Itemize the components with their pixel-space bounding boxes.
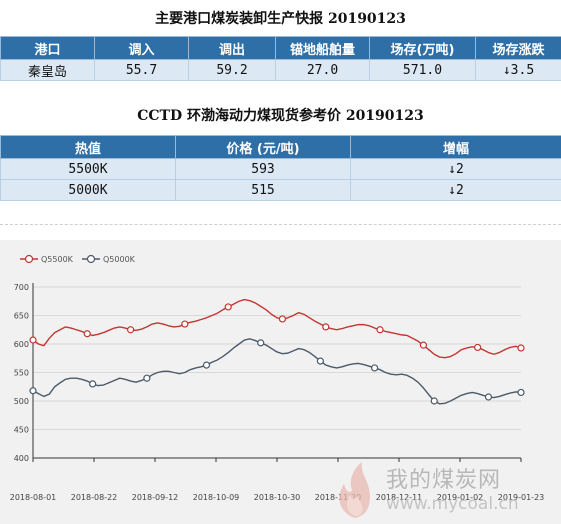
x-tick-label: 2018-11-20 [315,493,362,502]
y-tick-label: 600 [14,340,29,349]
y-tick-label: 500 [14,397,29,406]
cell-outbound: 59.2 [188,59,276,81]
col-calorific: 热值 [0,135,176,159]
data-point [181,320,189,328]
x-tick-label: 2018-09-12 [132,493,179,502]
y-tick-label: 450 [14,426,29,435]
line-chart-svg: 400 450 500 550 600 650 700 2018-08-01 2018-08-2… [10,254,545,502]
table-row: 5000K 515 ↓2 [0,179,561,201]
data-point [517,388,525,397]
y-tick-label: 650 [14,312,29,321]
col-inbound: 调入 [94,36,189,60]
cell-calorific: 5500K [0,158,176,180]
col-anchorage-ships: 锚地船舶量 [275,36,370,60]
col-stock: 场存(万吨) [369,36,476,60]
price-chart: 400 450 500 550 600 650 700 2018-08-01 2018-08-2… [0,240,561,524]
x-tick-label: 2019-01-23 [498,493,545,502]
series-line-Q5000K [32,338,522,405]
x-tick-label: 2018-08-22 [71,493,118,502]
y-tick-label: 550 [14,369,29,378]
data-point [376,326,384,334]
cell-price: 515 [175,179,351,201]
data-point [278,315,287,323]
x-tick-label: 2018-10-09 [193,493,240,502]
cell-inbound: 55.7 [94,59,189,81]
cell-port: 秦皇岛 [0,59,95,81]
col-change: 增幅 [350,135,561,159]
divider [0,224,561,225]
data-point [419,341,427,349]
legend-label: Q5500K [41,255,74,264]
col-outbound: 调出 [188,36,276,60]
col-stock-change: 场存涨跌 [475,36,561,60]
data-point [257,339,265,347]
cell-anchorage-ships: 27.0 [275,59,370,81]
cell-change: ↓2 [350,179,561,201]
port-table: 港口 调入 调出 锚地船舶量 场存(万吨) 场存涨跌 秦皇岛 55.7 59.2… [0,36,561,81]
watermark: 我的煤炭网 www.mycoal.cn [330,458,561,524]
cell-price: 593 [175,158,351,180]
watermark-url: www.mycoal.cn [386,494,519,514]
data-point [89,380,97,388]
col-price: 价格 (元/吨) [175,135,351,159]
x-tick-label: 2019-01-02 [437,493,484,502]
data-point [127,326,135,334]
cell-stock: 571.0 [369,59,476,81]
col-port: 港口 [0,36,95,60]
table-row: 5500K 593 ↓2 [0,158,561,180]
legend-swatch-marker [86,254,96,264]
cell-calorific: 5000K [0,179,176,201]
table1-title: 主要港口煤炭装卸生产快报 20190123 [155,11,406,27]
data-point [143,374,151,382]
x-tick-label: 2018-08-01 [10,493,57,502]
data-point [474,343,482,352]
price-table: 热值 价格 (元/吨) 增幅 5500K 593 ↓2 5000K 515 ↓2 [0,135,561,201]
x-tick-label: 2018-10-30 [254,493,301,502]
data-point [83,330,91,338]
data-point [29,387,37,395]
table2-title: CCTD 环渤海动力煤现货参考价 20190123 [137,108,424,124]
legend-label: Q5000K [103,255,136,264]
series-line-Q5500K [32,298,522,359]
data-point [316,357,324,365]
y-tick-label: 400 [14,454,29,463]
watermark-brand: 我的煤炭网 [386,468,502,493]
table-row: 秦皇岛 55.7 59.2 27.0 571.0 ↓3.5 [0,59,561,81]
data-point [224,303,232,311]
data-point [371,364,379,372]
data-point [322,323,330,331]
data-point [202,361,211,369]
x-tick-label: 2018-12-11 [376,493,423,502]
legend-swatch-marker [24,254,34,264]
cell-stock-change: ↓3.5 [475,59,561,81]
data-point [29,336,37,344]
port-table-header: 港口 调入 调出 锚地船舶量 场存(万吨) 场存涨跌 [0,36,561,60]
data-point [484,393,493,401]
flame-icon [339,462,370,518]
price-table-header: 热值 价格 (元/吨) 增幅 [0,135,561,159]
y-tick-label: 700 [14,283,29,292]
data-point [517,344,525,352]
data-point [430,397,438,405]
cell-change: ↓2 [350,158,561,180]
